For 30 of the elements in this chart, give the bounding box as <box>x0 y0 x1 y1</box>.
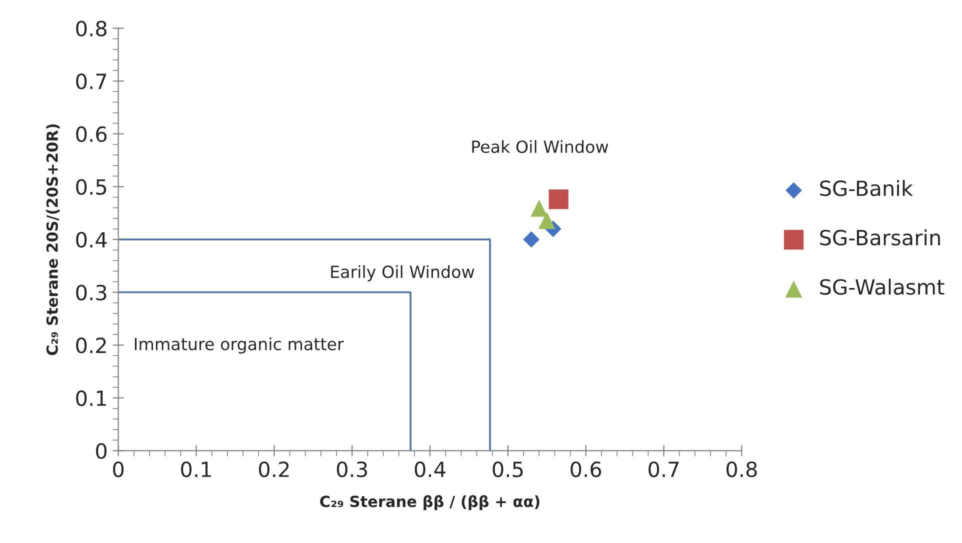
x-tick-label: 0.4 <box>414 461 446 478</box>
point <box>530 200 548 217</box>
x-tick-label: 0.2 <box>258 461 289 478</box>
y-tick-label: 0.1 <box>76 390 106 406</box>
annotation: Earily Oil Window <box>331 265 474 282</box>
y-tick-label: 0.4 <box>76 232 107 248</box>
y-tick-label: 0.2 <box>76 338 106 354</box>
point <box>538 212 556 229</box>
x-tick-label: 0.5 <box>492 461 523 478</box>
y-tick-label: 0.3 <box>76 284 106 300</box>
point <box>548 190 568 210</box>
x-tick-label: 0.1 <box>181 461 211 478</box>
y-tick-label: 0.6 <box>76 126 107 142</box>
y-tick-label: 0 <box>96 443 107 459</box>
x-tick-label: 0.7 <box>648 461 679 478</box>
legend-label: SG-Walasmt <box>820 278 944 295</box>
x-tick-label: 0 <box>113 461 124 478</box>
annotation: Immature organic matter <box>134 337 344 354</box>
x-axis-title: C₂₉ Sterane ββ / (ββ + αα) <box>320 495 540 510</box>
y-axis-title: C₂₉ Sterane 20S/(20S+20R) <box>46 124 60 356</box>
annotation: Peak Oil Window <box>472 140 608 154</box>
x-tick-label: 0.8 <box>726 461 757 478</box>
legend-label: SG-Barsarin <box>820 229 940 246</box>
x-tick-label: 0.3 <box>336 461 367 478</box>
x-tick-label: 0.6 <box>570 461 602 478</box>
legend-label: SG-Banik <box>820 180 913 196</box>
y-tick-label: 0.7 <box>76 73 106 90</box>
y-tick-label: 0.5 <box>76 179 106 195</box>
y-tick-label: 0.8 <box>76 20 106 36</box>
point <box>523 231 540 248</box>
